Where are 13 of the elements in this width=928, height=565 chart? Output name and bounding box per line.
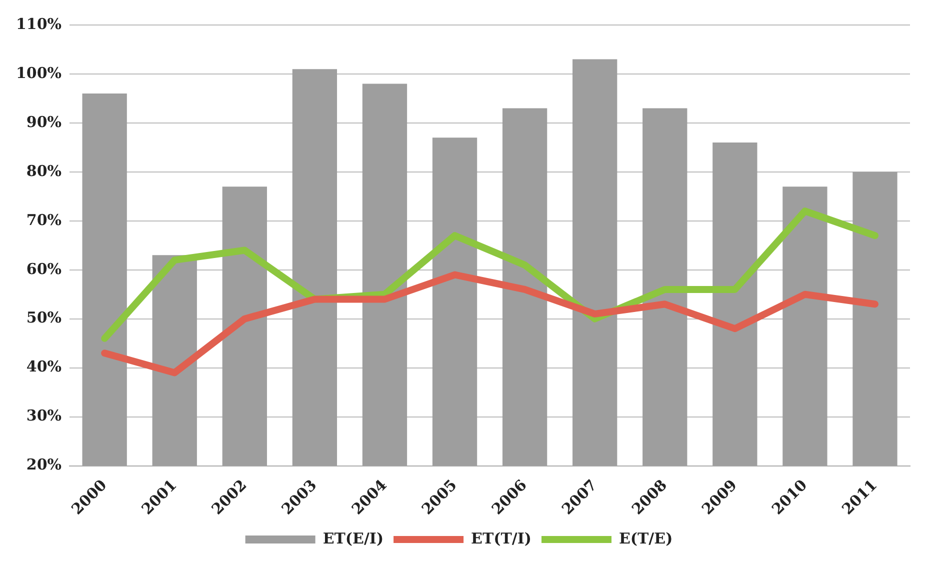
y-tick-label: 100% [16,64,62,82]
y-tick-label: 90% [26,112,62,131]
y-tick-label: 50% [26,308,62,327]
y-tick-label: 20% [26,456,62,474]
y-tick-label: 60% [26,260,62,278]
y-tick-label: 70% [26,210,62,229]
legend-label: ET(T/I) [471,529,532,548]
y-tick-label: 40% [26,358,62,376]
legend-label: ET(E/I) [322,529,384,548]
legend-label: E(T/E) [618,529,673,548]
y-tick-label: 30% [26,406,62,425]
y-tick-label: 80% [26,162,62,180]
y-tick-label: 110% [16,14,62,33]
